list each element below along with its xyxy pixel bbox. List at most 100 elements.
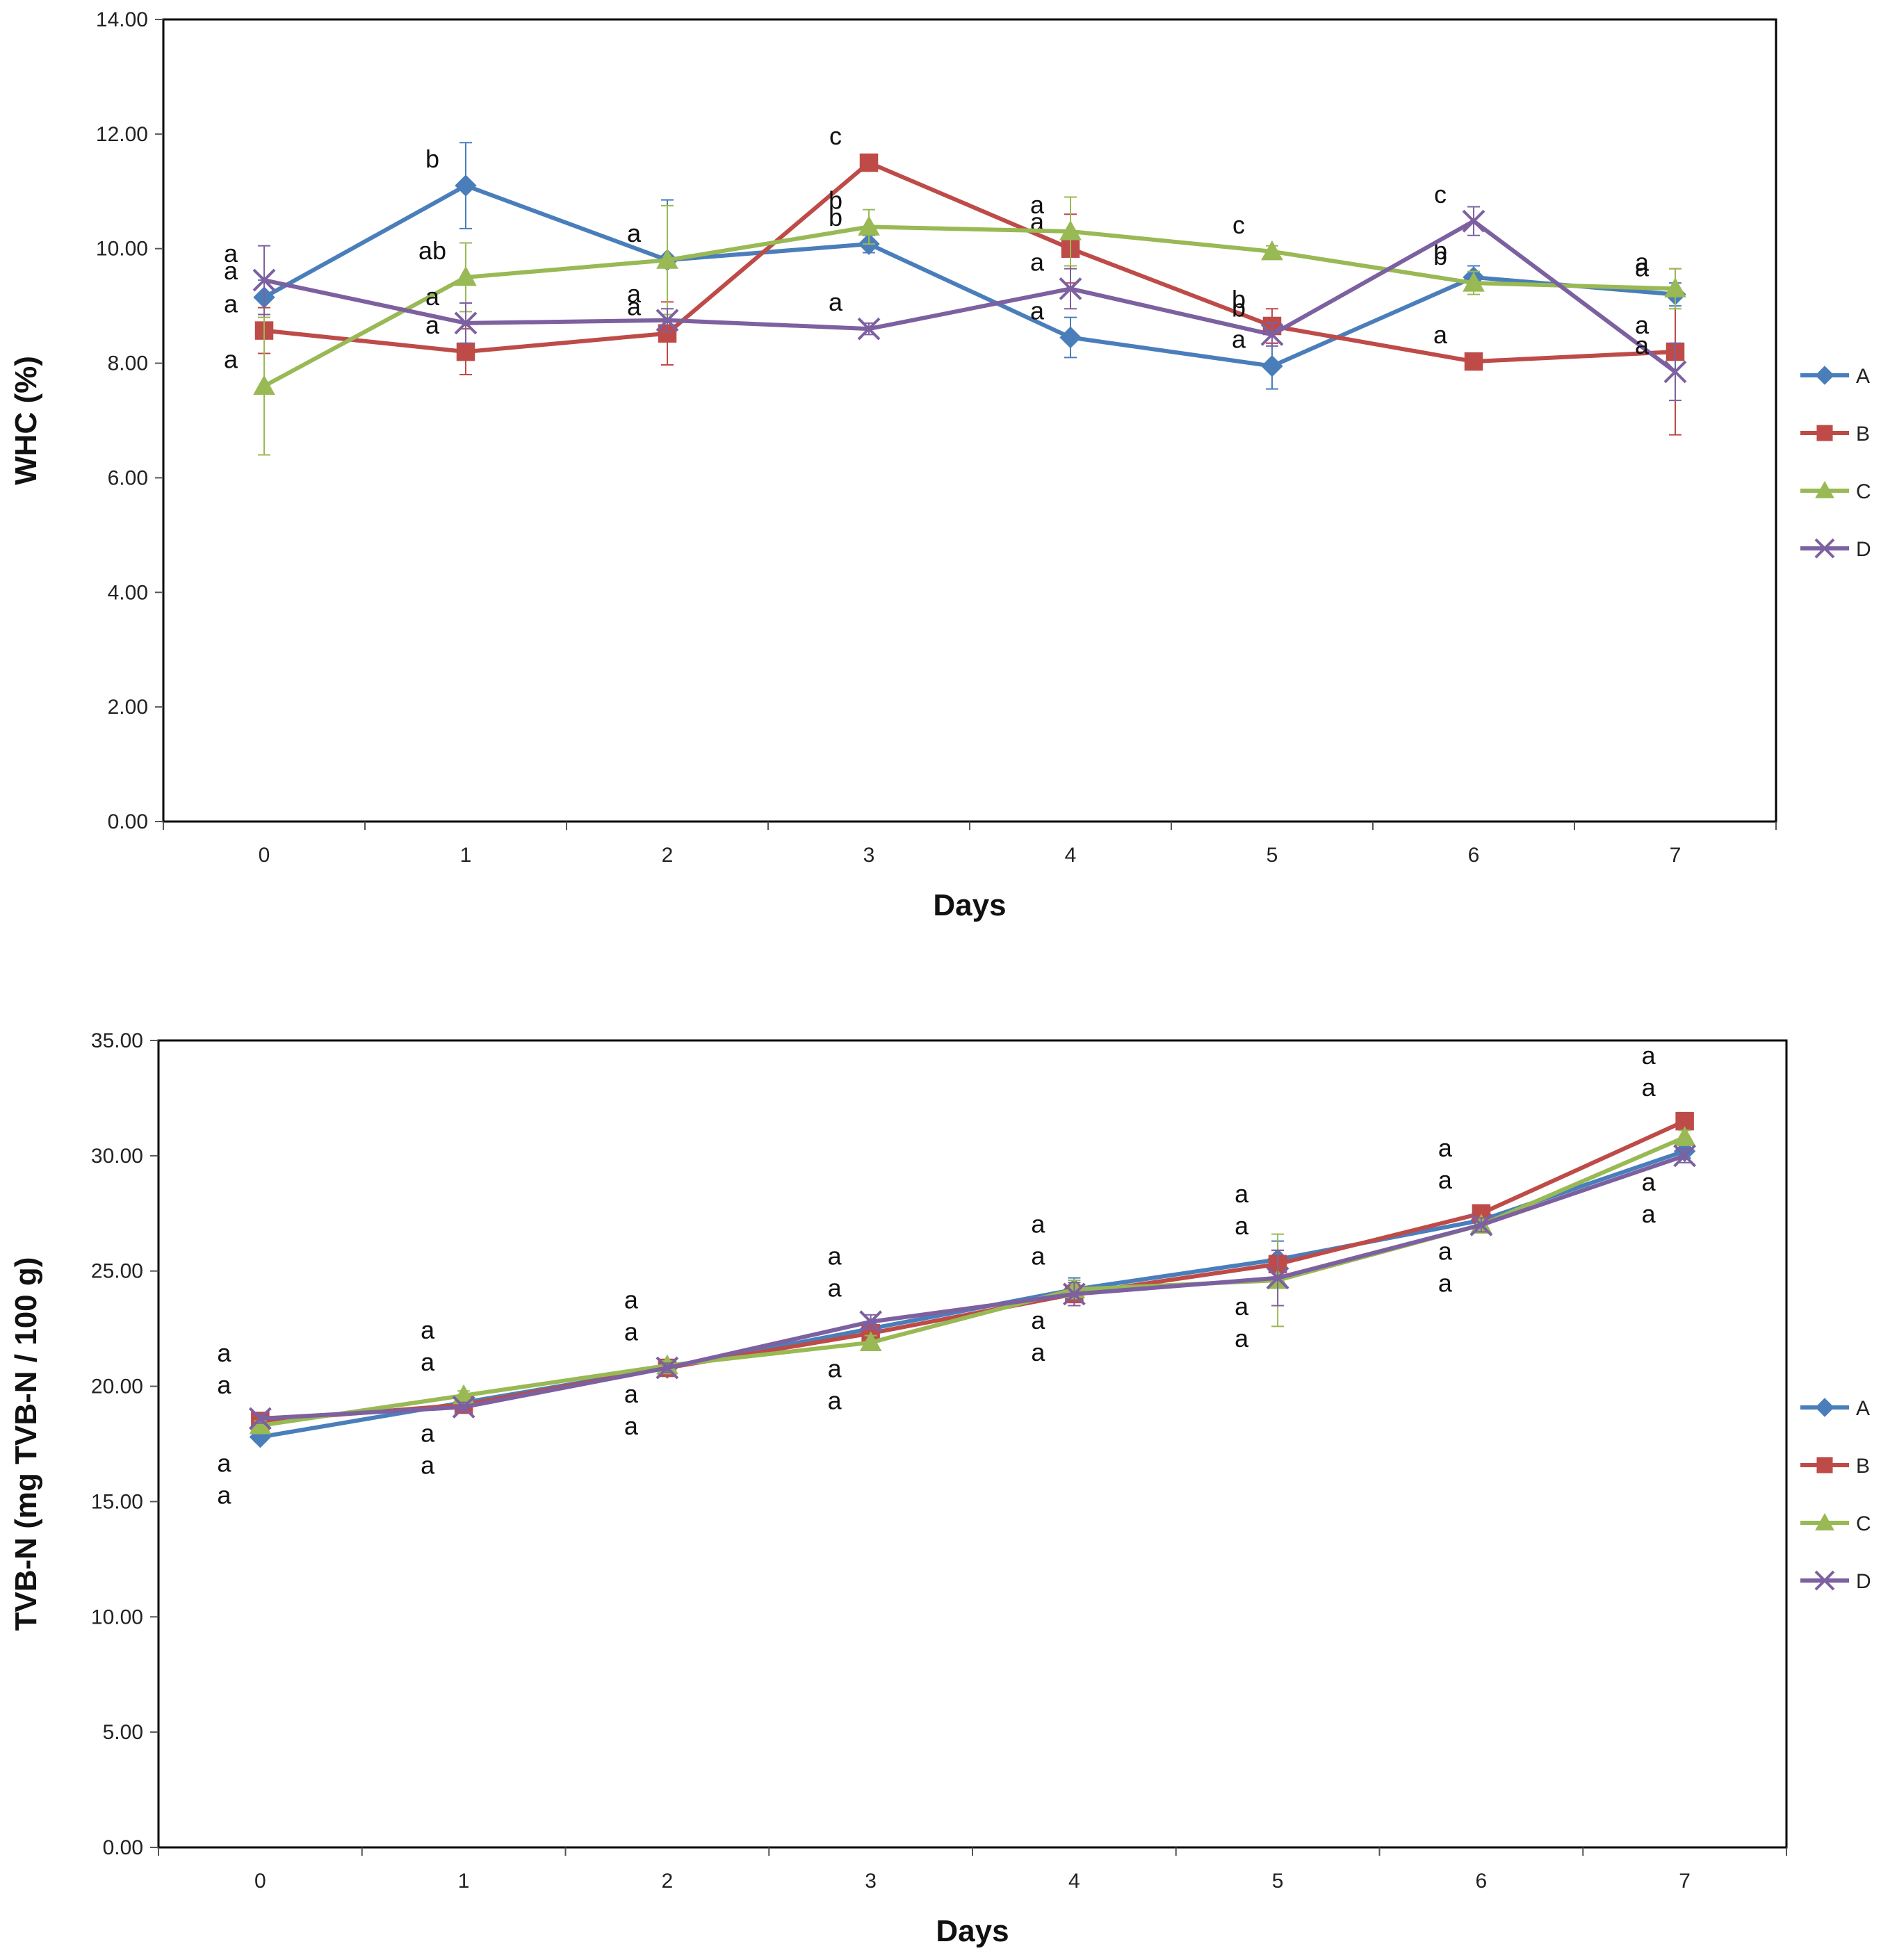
data-point [859,1331,882,1352]
data-point [1261,354,1283,377]
significance-letter: a [1232,325,1246,354]
x-tick-label: 4 [1065,844,1077,867]
significance-letter: a [217,1371,231,1399]
significance-letter: a [421,1348,435,1376]
significance-letter: a [829,288,843,316]
significance-letter: c [1434,180,1447,209]
data-point [1462,209,1485,233]
legend-item-B: B [1800,1455,1870,1478]
legend-item-D: D [1800,538,1871,561]
legend-marker [1814,1570,1835,1591]
significance-letter: a [627,219,642,247]
y-tick-label: 0.00 [108,810,148,833]
significance-letter: a [1642,1168,1656,1196]
series-line [260,1154,1686,1421]
y-tick-label: 0.00 [103,1836,143,1859]
significance-letter: a [624,1412,639,1440]
significance-letter: a [1235,1179,1249,1208]
significance-letter: a [828,1274,842,1302]
y-tick-label: 10.00 [96,238,148,261]
y-axis-title: WHC (%) [9,356,43,485]
data-point [1261,240,1283,261]
x-tick-label: 3 [865,1870,877,1893]
significance-letter: a [224,256,238,285]
legend-label: D [1856,1570,1871,1593]
significance-letter: a [224,290,238,318]
significance-letter: a [1030,190,1045,219]
significance-letter: a [217,1449,231,1478]
significance-letter: a [828,1387,842,1415]
significance-letter: a [421,1451,435,1479]
data-point [1469,1213,1493,1236]
x-tick-label: 1 [460,844,472,867]
significance-letter: a [627,219,642,247]
legend-item-A: A [1800,365,1870,388]
y-tick-label: 15.00 [91,1490,143,1513]
legend-item-C: C [1800,1512,1871,1535]
legend-marker [1814,538,1835,559]
x-tick-label: 5 [1272,1870,1284,1893]
data-point [859,1310,883,1334]
data-point [454,311,478,335]
series-D [248,1144,1697,1430]
legend-label: A [1856,1397,1870,1420]
y-tick-label: 35.00 [91,1029,143,1052]
data-point [1059,277,1082,300]
chart-1: 0.00 2.00 4.00 6.00 8.00 10.00 12.00 14.00 0 1 2 3 4… [9,8,1871,922]
data-point [857,317,881,341]
significance-letter: b [1232,285,1246,313]
significance-letter: a [224,345,238,374]
x-tick-label: 0 [259,844,270,867]
data-point [1059,326,1082,349]
significance-letter: a [1642,1200,1656,1228]
plot-frame [162,18,1777,823]
legend-marker [1815,366,1834,385]
significance-letter: a [1235,1211,1249,1240]
plot-frame [157,1039,1788,1849]
significance-letter: a [1030,247,1045,276]
significance-letter: a [217,1481,231,1510]
data-point [1463,272,1485,292]
chart-2: 0.00 5.00 10.00 15.00 20.00 25.00 30.00 35.00 0 1… [9,1029,1871,1948]
y-tick-label: 8.00 [108,352,148,375]
significance-letter: a [1438,1166,1453,1194]
y-tick-label: 5.00 [103,1721,143,1744]
data-point [1464,352,1483,371]
legend-item-B: B [1800,423,1870,446]
significance-letter: a [1642,1073,1656,1102]
significance-letter: a [624,1286,639,1314]
data-point [1266,1266,1289,1290]
significance-letter: b [1232,293,1246,322]
legend-label: C [1856,480,1871,503]
significance-letter: a [1642,1041,1656,1070]
y-tick-label: 10.00 [91,1606,143,1628]
data-point [455,266,477,286]
significance-letter: c [1232,211,1245,239]
series-B [251,1111,1694,1430]
significance-letter: a [1438,1268,1453,1297]
y-tick-label: 4.00 [108,581,148,604]
data-point [656,1356,679,1380]
legend-label: B [1856,1455,1870,1478]
legend-label: B [1856,423,1870,446]
series-line [263,183,1676,368]
significance-letter: b [829,203,842,231]
significance-letter: a [828,1355,842,1383]
significance-letter: a [1030,296,1045,325]
significance-letter: b [425,145,439,173]
significance-letter: b [829,186,842,214]
y-tick-label: 14.00 [96,8,148,31]
significance-letter: a [421,1316,435,1344]
data-point [1673,1144,1697,1168]
legend-marker [1815,1398,1834,1417]
legend-label: D [1856,538,1871,561]
series-line [263,224,1676,389]
data-point [859,153,879,172]
significance-letter: a [1433,320,1448,349]
significance-letter: a [425,282,440,311]
legend-item-A: A [1800,1397,1870,1420]
data-point [456,342,475,361]
